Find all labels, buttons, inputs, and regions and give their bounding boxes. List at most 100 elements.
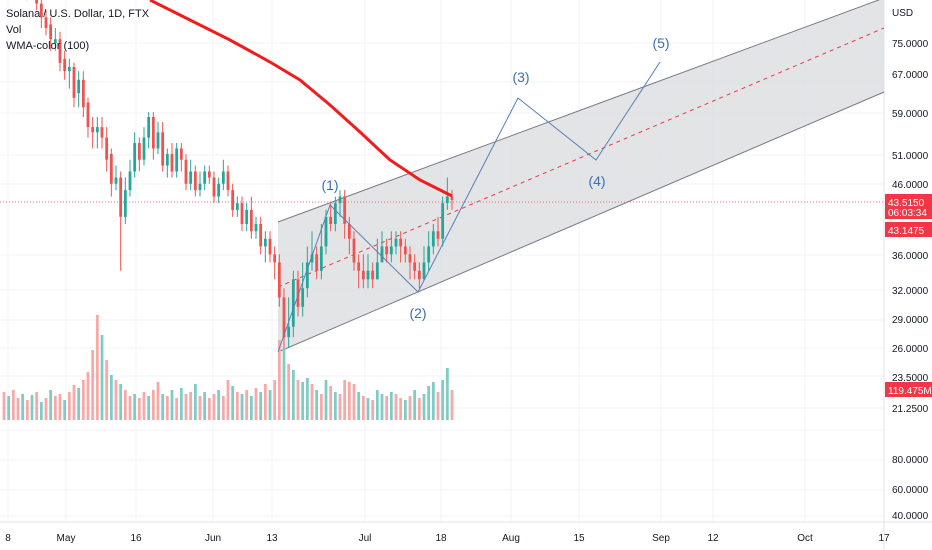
volume-bar[interactable] — [254, 388, 258, 420]
volume-bar[interactable] — [189, 392, 193, 420]
candle[interactable] — [315, 254, 319, 271]
volume-bar[interactable] — [25, 400, 29, 420]
volume-bar[interactable] — [301, 382, 305, 420]
volume-bar[interactable] — [277, 340, 281, 420]
legend-volume[interactable]: Vol — [6, 24, 22, 36]
volume-bar[interactable] — [408, 396, 412, 420]
candle[interactable] — [44, 17, 48, 29]
volume-bar[interactable] — [450, 390, 454, 420]
candle[interactable] — [100, 127, 104, 138]
volume-bar[interactable] — [207, 398, 211, 420]
candle[interactable] — [445, 196, 449, 204]
volume-bar[interactable] — [436, 392, 440, 420]
volume-bar[interactable] — [35, 392, 39, 420]
candle[interactable] — [301, 288, 305, 307]
volume-bar[interactable] — [389, 392, 393, 420]
volume-bar[interactable] — [371, 400, 375, 420]
candle[interactable] — [441, 203, 445, 239]
candle[interactable] — [147, 117, 151, 138]
candle[interactable] — [231, 190, 235, 210]
candle[interactable] — [375, 262, 379, 280]
candle[interactable] — [240, 203, 244, 224]
volume-bar[interactable] — [151, 390, 155, 420]
volume-bar[interactable] — [119, 384, 123, 420]
candle[interactable] — [235, 203, 239, 210]
volume-bar[interactable] — [305, 378, 309, 420]
volume-bar[interactable] — [212, 394, 216, 420]
regression-channel[interactable] — [278, 0, 884, 352]
candle[interactable] — [95, 127, 99, 133]
volume-bar[interactable] — [235, 392, 239, 420]
candle[interactable] — [329, 216, 333, 224]
candle[interactable] — [399, 238, 403, 247]
candle[interactable] — [161, 132, 165, 166]
candle[interactable] — [357, 262, 361, 271]
volume-bar[interactable] — [245, 390, 249, 420]
volume-bar[interactable] — [315, 390, 319, 420]
volume-bar[interactable] — [343, 380, 347, 420]
candle[interactable] — [417, 270, 421, 280]
volume-bar[interactable] — [100, 335, 104, 420]
candle[interactable] — [287, 326, 291, 338]
volume-bar[interactable] — [399, 398, 403, 420]
candle[interactable] — [450, 196, 454, 200]
volume-bar[interactable] — [263, 384, 267, 420]
volume-bar[interactable] — [91, 350, 95, 420]
volume-bar[interactable] — [11, 390, 15, 420]
candle[interactable] — [263, 238, 267, 247]
candle[interactable] — [427, 246, 431, 263]
volume-bar[interactable] — [128, 396, 132, 420]
volume-bar[interactable] — [347, 382, 351, 420]
volume-bar[interactable] — [81, 380, 85, 420]
candle[interactable] — [123, 190, 127, 217]
volume-bar[interactable] — [268, 390, 272, 420]
volume-bar[interactable] — [193, 384, 197, 420]
candle[interactable] — [310, 254, 314, 263]
volume-bar[interactable] — [142, 392, 146, 420]
volume-bar[interactable] — [319, 394, 323, 420]
volume-bar[interactable] — [221, 396, 225, 420]
legend-symbol[interactable]: Solana / U.S. Dollar, 1D, FTX — [6, 8, 150, 20]
volume-bar[interactable] — [431, 382, 435, 420]
volume-bar[interactable] — [44, 398, 48, 420]
candle[interactable] — [361, 270, 365, 280]
candle[interactable] — [63, 58, 67, 72]
candle[interactable] — [175, 148, 179, 172]
volume-bar[interactable] — [403, 400, 407, 420]
candle[interactable] — [119, 177, 123, 217]
candle[interactable] — [413, 262, 417, 271]
volume-bar[interactable] — [259, 392, 263, 420]
volume-bar[interactable] — [217, 390, 221, 420]
volume-bar[interactable] — [109, 375, 113, 420]
candle[interactable] — [343, 196, 347, 224]
candle[interactable] — [403, 246, 407, 255]
volume-bar[interactable] — [2, 392, 6, 420]
candle[interactable] — [114, 177, 118, 184]
candle[interactable] — [165, 154, 169, 166]
volume-bar[interactable] — [198, 396, 202, 420]
volume-bar[interactable] — [441, 380, 445, 420]
candle[interactable] — [184, 159, 188, 184]
volume-bar[interactable] — [282, 348, 286, 420]
volume-bar[interactable] — [249, 396, 253, 420]
candle[interactable] — [86, 102, 90, 128]
candle[interactable] — [347, 223, 351, 239]
volume-bar[interactable] — [72, 385, 76, 420]
candle[interactable] — [254, 223, 258, 232]
candle[interactable] — [179, 148, 183, 160]
volume-bar[interactable] — [413, 390, 417, 420]
candle[interactable] — [408, 254, 412, 263]
candle[interactable] — [81, 79, 85, 108]
candle[interactable] — [245, 209, 249, 224]
elliott-wave-projection[interactable] — [277, 61, 661, 353]
candle[interactable] — [273, 254, 277, 263]
volume-bar[interactable] — [147, 396, 151, 420]
volume-bar[interactable] — [445, 368, 449, 420]
candle[interactable] — [217, 183, 221, 197]
candle[interactable] — [305, 262, 309, 289]
volume-bar[interactable] — [30, 395, 34, 420]
candle[interactable] — [371, 270, 375, 280]
channel-lower-line[interactable] — [277, 91, 885, 353]
candle[interactable] — [212, 177, 216, 197]
volume-bar[interactable] — [156, 382, 160, 420]
